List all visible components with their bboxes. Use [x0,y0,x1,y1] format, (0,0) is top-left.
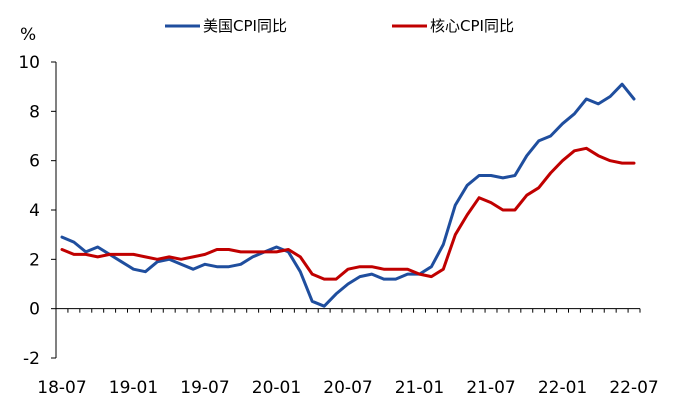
x-tick-label: 20-01 [252,378,301,398]
x-tick-label: 22-01 [538,378,587,398]
y-tick-label: 2 [29,250,40,270]
x-tick-label: 21-01 [395,378,444,398]
legend: 美国CPI同比 核心CPI同比 [165,17,514,35]
y-tick-label: 8 [29,102,40,122]
x-tick-label: 19-01 [109,378,158,398]
x-tick-label: 21-07 [466,378,515,398]
x-tick-label: 22-07 [609,378,658,398]
series-line-2 [60,146,636,281]
plot-area [60,82,636,308]
y-tick-label: 10 [18,53,40,73]
axes: -2 0 2 4 6 8 10 18-07 19-01 19-07 20-01 20-07 21-01 2… [18,53,658,398]
y-tick-label: 4 [29,201,40,221]
y-tick-label: 0 [29,300,40,320]
legend-label-series-1: 美国CPI同比 [203,17,287,35]
y-unit-label: % [20,25,36,45]
x-tick-label: 20-07 [323,378,372,398]
y-tick-label: 6 [29,152,40,172]
legend-label-series-2: 核心CPI同比 [430,17,514,35]
x-tick-label: 18-07 [37,378,86,398]
y-tick-label: -2 [23,349,40,369]
x-tick-label: 19-07 [180,378,229,398]
series-line-1 [60,82,636,308]
